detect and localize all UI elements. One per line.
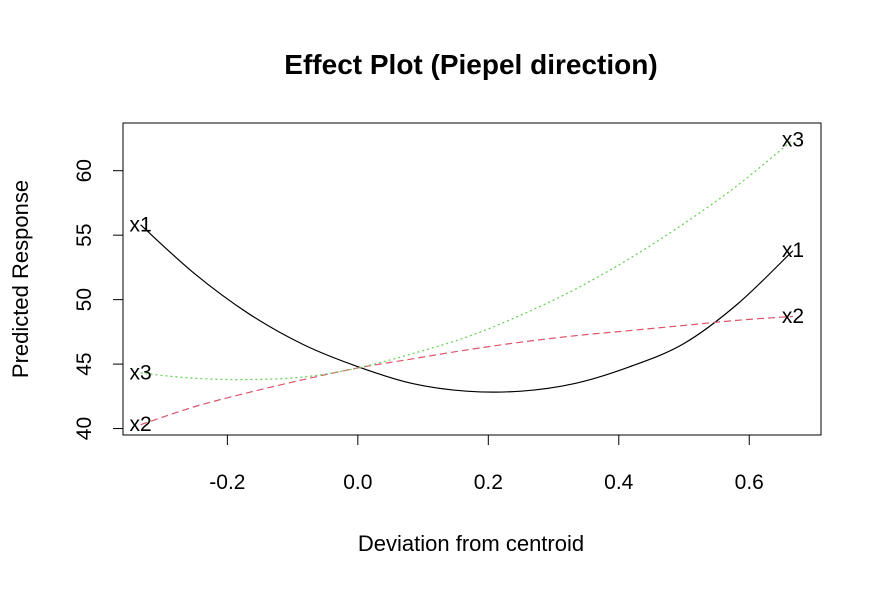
y-tick-label: 40 xyxy=(73,417,96,440)
x-axis-label: Deviation from centroid xyxy=(358,531,584,556)
x-tick-label: 0.2 xyxy=(474,471,503,494)
series-end-labels: x1 x1 x2 x2 x3 x3 xyxy=(130,128,805,436)
x-tick-label: 0.0 xyxy=(343,471,372,494)
series-line-x3 xyxy=(140,139,794,381)
series-start-label-x1: x1 xyxy=(130,213,152,236)
series-end-label-x1: x1 xyxy=(782,239,804,262)
chart-title: Effect Plot (Piepel direction) xyxy=(284,49,657,80)
plot-frame xyxy=(122,122,822,436)
series-start-label-x2: x2 xyxy=(130,413,152,436)
x-tick-label: -0.2 xyxy=(209,471,245,494)
y-tick-label: 55 xyxy=(73,223,96,246)
y-tick-label: 45 xyxy=(73,352,96,375)
series-end-label-x2: x2 xyxy=(782,305,804,328)
x-tick-label: 0.4 xyxy=(604,471,634,494)
y-axis: 40 45 50 55 60 xyxy=(73,159,124,440)
x-axis: -0.2 0.0 0.2 0.4 0.6 xyxy=(209,434,764,494)
x-tick-label: 0.6 xyxy=(735,471,764,494)
series-layer xyxy=(140,139,794,426)
series-end-label-x3: x3 xyxy=(782,128,804,151)
y-tick-label: 60 xyxy=(73,159,96,182)
y-tick-label: 50 xyxy=(73,288,96,311)
series-line-x1 xyxy=(140,224,794,393)
series-start-label-x3: x3 xyxy=(130,362,152,385)
y-axis-label: Predicted Response xyxy=(8,180,33,378)
series-line-x2 xyxy=(140,315,793,426)
